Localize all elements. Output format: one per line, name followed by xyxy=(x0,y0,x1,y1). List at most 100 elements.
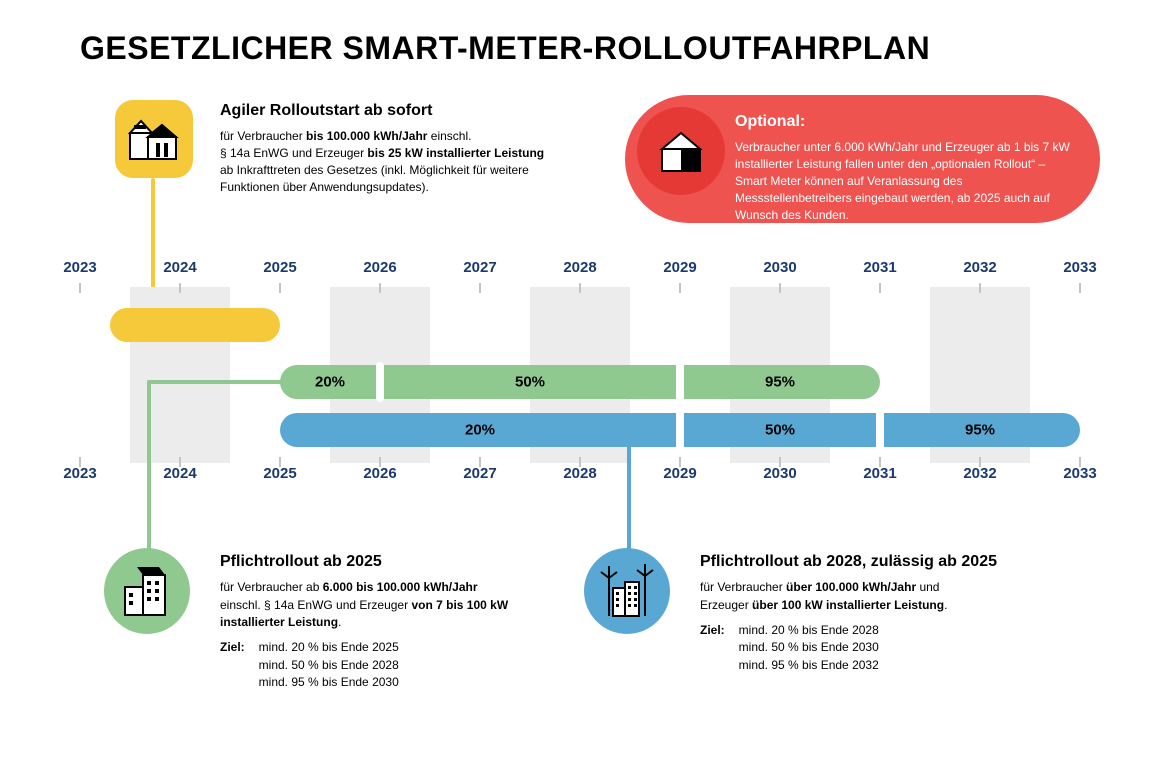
year-label: 2027 xyxy=(463,465,496,482)
year-tick xyxy=(179,283,181,293)
blue-box: Pflichtrollout ab 2028, zulässig ab 2025… xyxy=(700,550,1030,674)
year-tick xyxy=(1079,457,1081,467)
t: über 100 kW installierter Leistung xyxy=(752,598,944,612)
t: 6.000 bis 100.000 kWh/Jahr xyxy=(323,580,478,594)
ziel-item: mind. 95 % bis Ende 2030 xyxy=(259,674,399,691)
agile-box: Agiler Rolloutstart ab sofort für Verbra… xyxy=(220,100,560,196)
year-tick xyxy=(279,283,281,293)
t: ab Inkrafttreten des Gesetzes (inkl. Mög… xyxy=(220,163,529,194)
t: einschl. xyxy=(427,129,471,143)
green-heading: Pflichtrollout ab 2025 xyxy=(220,550,550,573)
green-bar: 20% 50% 95% xyxy=(280,365,880,399)
ziel-item: mind. 20 % bis Ende 2025 xyxy=(259,639,399,656)
optional-body: Verbraucher unter 6.000 kWh/Jahr und Erz… xyxy=(735,139,1075,223)
year-label: 2028 xyxy=(563,465,596,482)
year-label: 2026 xyxy=(363,259,396,276)
page-title: GESETZLICHER SMART-METER-ROLLOUTFAHRPLAN xyxy=(80,30,930,67)
ziel-item: mind. 20 % bis Ende 2028 xyxy=(739,622,879,639)
segment-divider xyxy=(876,410,884,450)
year-label: 2023 xyxy=(63,465,96,482)
year-tick xyxy=(379,283,381,293)
year-tick xyxy=(1079,283,1081,293)
timeline: 2023202320242024202520252026202620272027… xyxy=(80,265,1080,485)
city-wind-icon xyxy=(584,548,670,634)
year-tick xyxy=(579,283,581,293)
year-label: 2031 xyxy=(863,259,896,276)
year-tick xyxy=(779,283,781,293)
year-tick xyxy=(879,457,881,467)
segment-label: 95% xyxy=(765,374,795,391)
segment-divider xyxy=(676,362,684,402)
segment-label: 20% xyxy=(465,422,495,439)
year-label: 2024 xyxy=(163,259,196,276)
year-tick xyxy=(679,283,681,293)
segment-label: 50% xyxy=(765,422,795,439)
year-tick xyxy=(779,457,781,467)
house-icon xyxy=(637,107,725,195)
t: . xyxy=(338,615,341,629)
year-label: 2026 xyxy=(363,465,396,482)
segment-divider xyxy=(376,362,384,402)
segment-label: 20% xyxy=(315,374,345,391)
year-label: 2033 xyxy=(1063,259,1096,276)
agile-icon xyxy=(115,100,193,178)
year-tick xyxy=(579,457,581,467)
ziel-list: mind. 20 % bis Ende 2028 mind. 50 % bis … xyxy=(739,622,879,674)
t: bis 100.000 kWh/Jahr xyxy=(306,129,427,143)
year-tick xyxy=(479,457,481,467)
segment-label: 95% xyxy=(965,422,995,439)
year-label: 2032 xyxy=(963,465,996,482)
ziel-item: mind. 95 % bis Ende 2032 xyxy=(739,657,879,674)
year-tick xyxy=(379,457,381,467)
t: für Verbraucher ab xyxy=(220,580,323,594)
year-tick xyxy=(179,457,181,467)
year-tick xyxy=(979,283,981,293)
year-tick xyxy=(679,457,681,467)
year-tick xyxy=(479,283,481,293)
year-tick xyxy=(279,457,281,467)
yellow-bar xyxy=(110,308,280,342)
ziel-item: mind. 50 % bis Ende 2030 xyxy=(739,639,879,656)
segment-label: 50% xyxy=(515,374,545,391)
t: über 100.000 kWh/Jahr xyxy=(786,580,916,594)
ziel-label: Ziel: xyxy=(700,622,725,674)
year-label: 2029 xyxy=(663,465,696,482)
year-label: 2032 xyxy=(963,259,996,276)
t: für Verbraucher xyxy=(220,129,306,143)
year-label: 2024 xyxy=(163,465,196,482)
t: Erzeuger xyxy=(700,598,752,612)
year-label: 2031 xyxy=(863,465,896,482)
year-label: 2029 xyxy=(663,259,696,276)
year-label: 2033 xyxy=(1063,465,1096,482)
agile-heading: Agiler Rolloutstart ab sofort xyxy=(220,100,560,122)
ziel-list: mind. 20 % bis Ende 2025 mind. 50 % bis … xyxy=(259,639,399,691)
year-tick xyxy=(79,457,81,467)
t: bis 25 kW installierter Leistung xyxy=(367,146,544,160)
year-tick xyxy=(79,283,81,293)
buildings-solar-icon xyxy=(104,548,190,634)
green-connector-v xyxy=(147,380,151,570)
year-tick xyxy=(879,283,881,293)
year-label: 2030 xyxy=(763,465,796,482)
year-label: 2027 xyxy=(463,259,496,276)
t: einschl. § 14a EnWG und Erzeuger xyxy=(220,598,411,612)
green-box: Pflichtrollout ab 2025 für Verbraucher a… xyxy=(220,550,550,692)
t: für Verbraucher xyxy=(700,580,786,594)
t: § 14a EnWG und Erzeuger xyxy=(220,146,367,160)
optional-heading: Optional: xyxy=(735,111,1075,133)
t: . xyxy=(944,598,947,612)
year-label: 2025 xyxy=(263,259,296,276)
year-label: 2023 xyxy=(63,259,96,276)
blue-bar: 20% 50% 95% xyxy=(280,413,1080,447)
year-label: 2030 xyxy=(763,259,796,276)
blue-heading: Pflichtrollout ab 2028, zulässig ab 2025 xyxy=(700,550,1030,573)
year-label: 2025 xyxy=(263,465,296,482)
year-tick xyxy=(979,457,981,467)
optional-box: Optional: Verbraucher unter 6.000 kWh/Ja… xyxy=(625,95,1100,223)
t: und xyxy=(916,580,939,594)
green-connector-h xyxy=(147,380,282,384)
segment-divider xyxy=(676,410,684,450)
ziel-item: mind. 50 % bis Ende 2028 xyxy=(259,657,399,674)
ziel-label: Ziel: xyxy=(220,639,245,691)
year-label: 2028 xyxy=(563,259,596,276)
